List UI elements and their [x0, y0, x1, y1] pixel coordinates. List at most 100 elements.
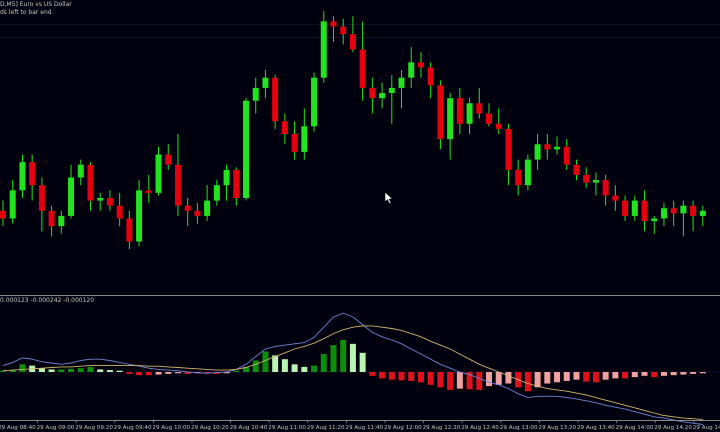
candlestick-series: [0, 11, 706, 250]
candle: [369, 77, 376, 114]
candle-body: [38, 185, 45, 211]
candle: [116, 192, 123, 227]
oscillator-line: [2, 325, 703, 420]
x-tick-label: 29 Aug 14:40: [693, 425, 720, 431]
candle-body: [252, 87, 259, 101]
candle-body: [184, 205, 191, 211]
candle-body: [602, 180, 609, 196]
candle-body: [58, 215, 65, 227]
x-tick-label: 29 Aug 13:20: [538, 425, 576, 431]
candle: [651, 215, 658, 234]
candle: [486, 103, 492, 127]
candle: [165, 144, 172, 170]
x-tick-label: 29 Aug 12:20: [423, 425, 461, 431]
candle-body: [223, 169, 230, 186]
histogram-bar: [106, 370, 113, 372]
candle: [106, 190, 113, 211]
histogram-bar: [544, 372, 551, 384]
candle-body: [495, 123, 502, 129]
candle: [19, 154, 26, 198]
histogram-bar: [699, 372, 706, 374]
histogram-bar: [340, 340, 347, 372]
candle: [622, 195, 629, 222]
candle-body: [68, 177, 75, 216]
candle-body: [330, 21, 337, 27]
histogram-bar: [252, 360, 259, 372]
candle: [243, 98, 249, 201]
candle-body: [194, 210, 201, 216]
candle-body: [126, 218, 133, 242]
histogram-bar: [466, 372, 473, 390]
candle-body: [388, 87, 395, 94]
histogram-bar: [204, 372, 211, 374]
histogram-bar: [398, 372, 405, 381]
histogram-bar: [573, 372, 580, 380]
candle: [48, 205, 55, 237]
candle-body: [592, 180, 599, 183]
mouse-pointer-icon: [384, 191, 394, 205]
histogram-bar: [680, 372, 687, 375]
histogram-bar: [136, 372, 143, 376]
candle-body: [515, 169, 522, 186]
candle: [379, 82, 386, 109]
histogram-bar: [554, 372, 561, 383]
candle: [330, 16, 337, 42]
x-tick-label: 29 Aug 10:20: [191, 425, 229, 431]
candle-body: [204, 200, 211, 216]
candle: [408, 46, 415, 88]
histogram-bar: [486, 372, 492, 387]
candle-body: [243, 100, 249, 198]
x-tick-label: 29 Aug 10:40: [230, 425, 268, 431]
candle-body: [427, 67, 434, 86]
candle: [680, 200, 687, 237]
candle-body: [612, 195, 619, 201]
histogram-bar: [534, 372, 541, 388]
histogram-bar: [612, 372, 619, 379]
histogram-bar: [38, 368, 45, 372]
candle: [631, 195, 638, 222]
candle: [87, 162, 94, 211]
candle: [272, 75, 279, 129]
histogram-bar: [291, 364, 298, 372]
candle: [155, 146, 162, 196]
candle-body: [544, 144, 551, 150]
candle: [505, 123, 512, 186]
histogram-bar: [583, 372, 590, 382]
candle-body: [641, 200, 648, 222]
histogram-bar: [602, 372, 609, 380]
candle-body: [116, 205, 123, 219]
candle-body: [680, 205, 687, 214]
candle-body: [174, 164, 181, 206]
candle: [174, 134, 181, 216]
candle-body: [651, 218, 658, 222]
candle: [9, 180, 16, 224]
candle-body: [524, 159, 531, 186]
candle: [573, 159, 580, 181]
candle-body: [505, 128, 512, 170]
histogram-bar: [281, 359, 288, 372]
candle-body: [9, 190, 16, 219]
candle-body: [29, 162, 36, 186]
candle: [0, 200, 6, 227]
candle-body: [447, 98, 454, 140]
candle-body: [281, 121, 288, 134]
histogram-bar: [622, 372, 629, 379]
candle-body: [622, 200, 629, 216]
x-tick-label: 29 Aug 09:20: [75, 425, 113, 431]
candle-body: [48, 210, 55, 227]
candle: [291, 121, 298, 160]
histogram-bar: [77, 368, 84, 372]
candle: [184, 198, 191, 227]
histogram-bar: [427, 372, 434, 385]
candle: [359, 21, 366, 101]
candle-body: [136, 190, 143, 242]
candle-body: [369, 87, 376, 99]
candle-body: [563, 146, 570, 165]
x-tick-label: 29 Aug 09:40: [114, 425, 152, 431]
histogram-bar: [126, 372, 133, 374]
candle: [612, 185, 619, 211]
candle-body: [320, 21, 327, 78]
histogram-bar: [223, 372, 230, 374]
candle: [437, 80, 444, 150]
